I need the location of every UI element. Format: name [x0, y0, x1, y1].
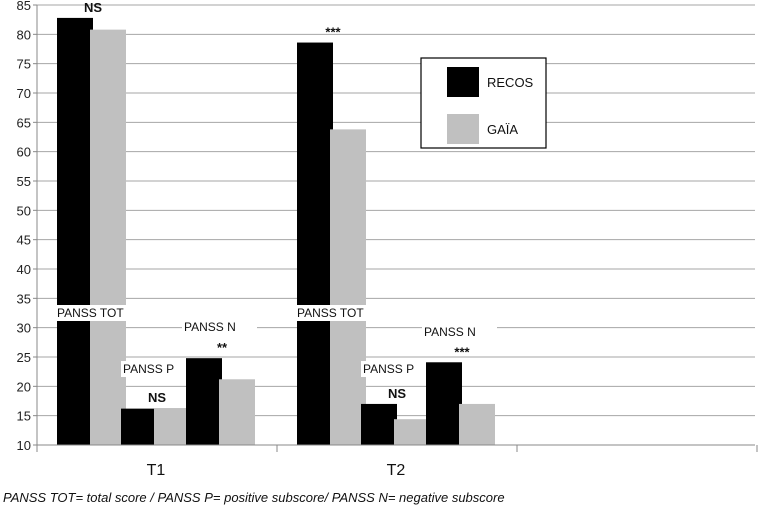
- group-label-bg: [422, 324, 497, 340]
- bar-chart: 10 15 20 25 30 35 40 45 50 55 60 65 70 75 80 85 PANSS T…: [17, 0, 758, 479]
- y-tick-label: 60: [17, 145, 31, 160]
- group-label: PANSS TOT: [297, 306, 364, 320]
- group-label: PANSS TOT: [57, 306, 124, 320]
- y-tick-label: 35: [17, 291, 31, 306]
- y-tick-label: 45: [17, 233, 31, 248]
- y-axis: 10 15 20 25 30 35 40 45 50 55 60 65 70 75 80 85: [17, 0, 38, 453]
- significance-label: ***: [454, 344, 470, 359]
- significance-label: NS: [388, 386, 406, 401]
- bar-gaa-0-2: [219, 379, 255, 445]
- group-label: PANSS N: [424, 325, 476, 339]
- legend-label: RECOS: [487, 75, 534, 90]
- y-tick-label: 10: [17, 438, 31, 453]
- y-tick-label: 75: [17, 57, 31, 72]
- bar-recos-0-1: [121, 408, 157, 445]
- group-labels: PANSS TOT PANSS P PANSS N NS NS ** PANSS TOT PA…: [55, 0, 497, 405]
- group-label: PANSS P: [123, 362, 174, 376]
- group-label: PANSS P: [363, 362, 414, 376]
- group-label-bg: [55, 305, 160, 321]
- significance-label: NS: [84, 0, 102, 15]
- y-tick-label: 30: [17, 321, 31, 336]
- significance-label: **: [217, 340, 228, 355]
- y-tick-label: 80: [17, 27, 31, 42]
- group-label: PANSS N: [184, 320, 236, 334]
- group-label-bg: [295, 305, 400, 321]
- legend: RECOS GAÏA: [420, 57, 547, 149]
- bar-recos-1-2: [426, 362, 462, 445]
- bar-recos-0-2: [186, 358, 222, 445]
- gridlines: [37, 4, 755, 446]
- bar-gaa-1-1: [394, 419, 430, 445]
- bars: [57, 17, 495, 446]
- bar-gaa-0-1: [154, 408, 190, 445]
- bar-recos-1-1: [361, 403, 397, 445]
- group-label-bg: [361, 361, 421, 377]
- significance-label: ***: [325, 25, 341, 40]
- bar-recos-1-0: [297, 42, 333, 446]
- y-tick-label: 20: [17, 379, 31, 394]
- y-tick-label: 15: [17, 409, 31, 424]
- bar-recos-0-0: [57, 17, 93, 445]
- y-tick-label: 50: [17, 203, 31, 218]
- x-tick-label: T1: [147, 462, 166, 479]
- y-tick-label: 70: [17, 86, 31, 101]
- bar-gaa-1-0: [330, 129, 366, 445]
- y-tick-label: 40: [17, 262, 31, 277]
- group-label-bg: [182, 319, 257, 335]
- significance-label: NS: [148, 390, 166, 405]
- footnote: PANSS TOT= total score / PANSS P= positi…: [3, 490, 505, 505]
- y-tick-label: 55: [17, 174, 31, 189]
- bar-gaa-0-0: [90, 29, 126, 445]
- legend-box: [420, 57, 547, 149]
- y-tick-label: 65: [17, 115, 31, 130]
- y-tick-label: 25: [17, 350, 31, 365]
- legend-swatch: [447, 67, 479, 97]
- legend-label: GAÏA: [487, 122, 518, 137]
- x-axis: T1 T2: [36, 444, 758, 479]
- group-label-bg: [121, 361, 181, 377]
- x-tick-label: T2: [387, 462, 406, 479]
- y-tick-label: 85: [17, 0, 31, 13]
- bar-gaa-1-2: [459, 403, 495, 445]
- legend-swatch: [447, 114, 479, 144]
